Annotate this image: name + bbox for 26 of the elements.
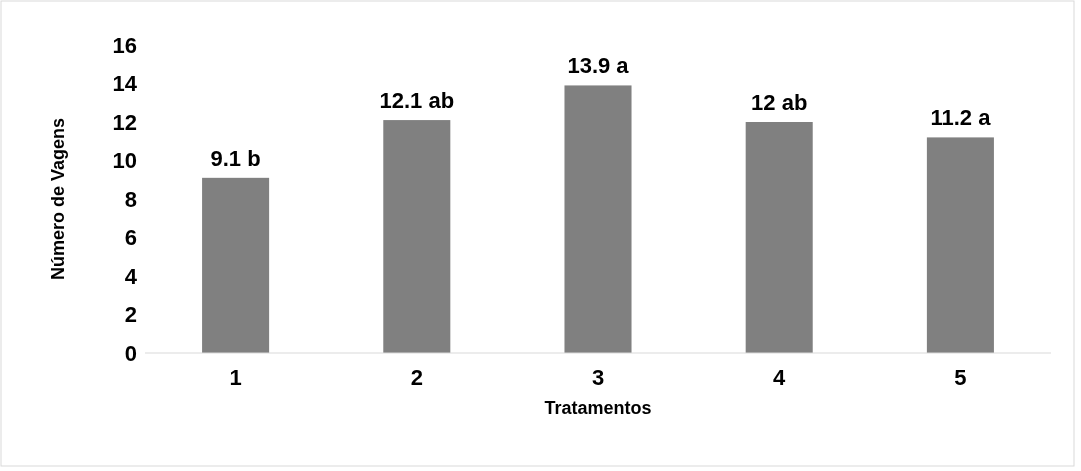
x-axis-title: Tratamentos bbox=[544, 398, 652, 418]
y-tick-label: 8 bbox=[124, 186, 137, 212]
bar bbox=[926, 137, 994, 353]
data-label: 13.9 a bbox=[567, 53, 630, 79]
y-tick-label: 4 bbox=[124, 263, 138, 289]
y-tick-label: 0 bbox=[124, 340, 137, 366]
y-tick-label: 12 bbox=[112, 109, 137, 135]
bar bbox=[745, 122, 813, 353]
bar bbox=[202, 177, 270, 353]
data-label: 9.1 b bbox=[210, 145, 261, 171]
y-axis-title: Número de Vagens bbox=[48, 117, 68, 281]
y-tick-label: 16 bbox=[112, 32, 137, 58]
y-tick-label: 10 bbox=[112, 148, 137, 174]
y-tick-label: 2 bbox=[124, 302, 137, 328]
y-tick-label: 6 bbox=[124, 225, 137, 251]
x-tick-label: 3 bbox=[591, 364, 605, 390]
x-tick-label: 1 bbox=[229, 364, 242, 390]
data-label: 12 ab bbox=[751, 90, 808, 115]
data-label: 11.2 a bbox=[930, 105, 992, 131]
data-label: 12.1 ab bbox=[379, 88, 455, 114]
bar bbox=[564, 85, 632, 353]
bar bbox=[383, 120, 451, 353]
x-tick-label: 2 bbox=[410, 364, 423, 390]
y-tick-label: 14 bbox=[112, 71, 138, 97]
x-tick-label: 4 bbox=[773, 364, 787, 390]
x-tick-label: 5 bbox=[954, 364, 967, 390]
